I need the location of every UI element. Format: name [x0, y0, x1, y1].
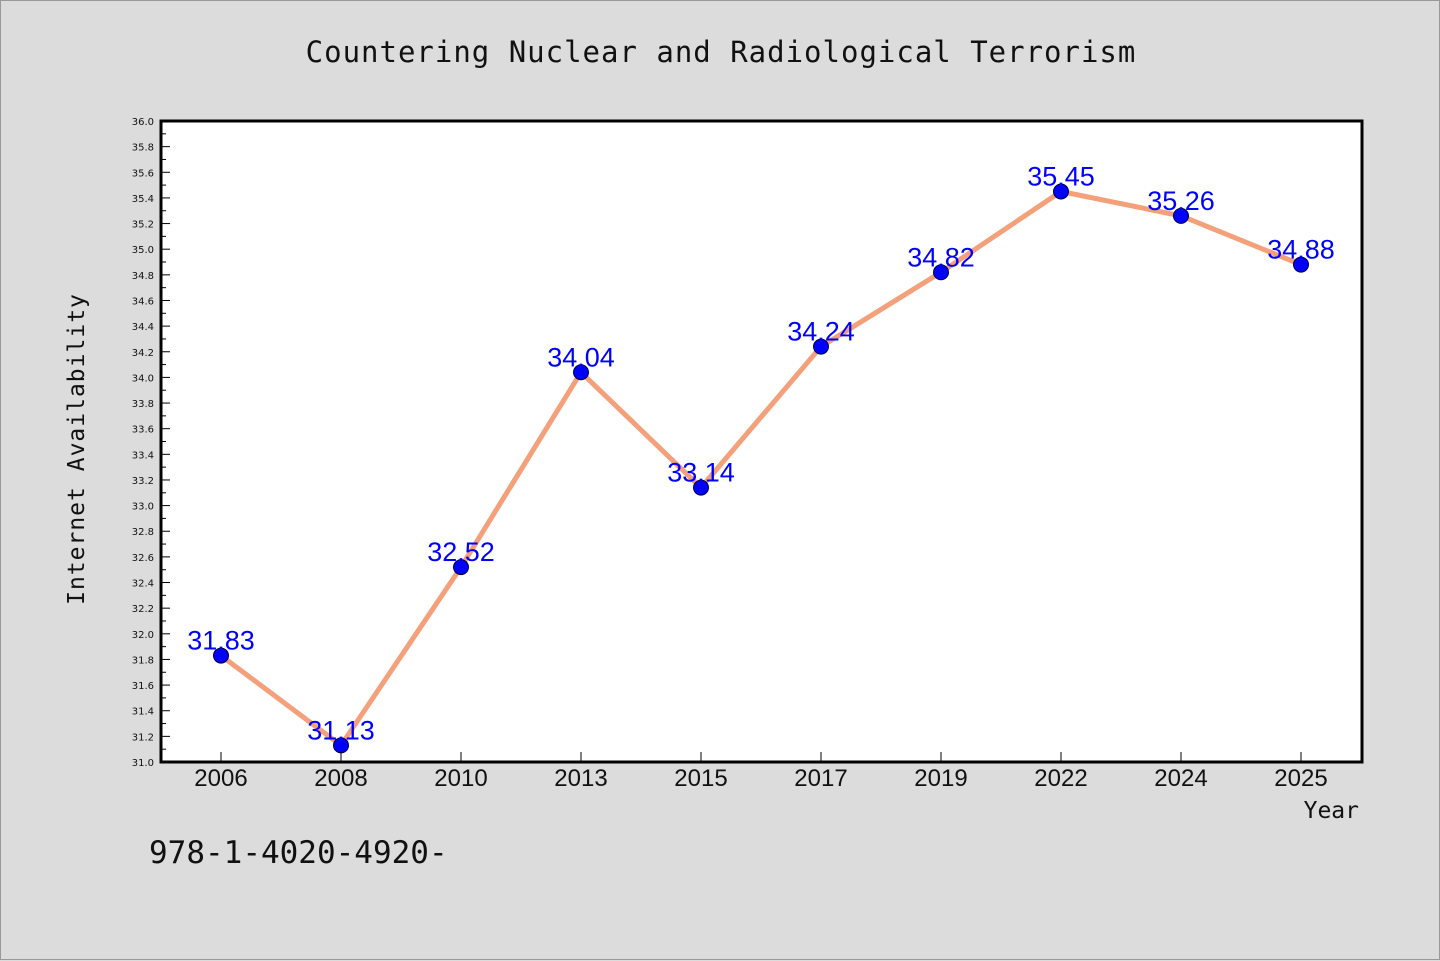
- y-tick-label: 31.2: [132, 732, 154, 743]
- y-tick-label: 31.0: [132, 758, 154, 769]
- x-tick-label: 2022: [1034, 765, 1087, 792]
- data-point: [1173, 207, 1189, 224]
- y-tick-label: 34.6: [132, 296, 154, 307]
- data-point: [693, 479, 709, 496]
- data-point: [1293, 256, 1309, 273]
- footnote-text: 978-1-4020-4920-: [149, 835, 448, 871]
- x-tick-label: 2017: [794, 765, 847, 792]
- data-point: [213, 647, 229, 664]
- y-tick-label: 33.8: [132, 399, 154, 410]
- y-tick-label: 35.8: [132, 143, 154, 154]
- x-axis-label: Year: [1303, 798, 1359, 824]
- x-tick-label: 2010: [434, 765, 487, 792]
- data-point: [813, 338, 829, 355]
- data-label: 35.45: [1027, 162, 1095, 192]
- data-label: 34.24: [787, 317, 855, 347]
- data-label: 31.13: [307, 715, 375, 745]
- y-tick-label: 33.6: [132, 425, 154, 436]
- x-tick-label: 2019: [914, 765, 967, 792]
- data-point: [1053, 183, 1069, 200]
- x-tick-label: 2008: [314, 765, 367, 792]
- y-tick-label: 35.4: [132, 194, 154, 205]
- data-point: [933, 264, 949, 281]
- y-tick-label: 31.6: [132, 681, 154, 692]
- y-tick-label: 32.4: [132, 579, 154, 590]
- y-tick-label: 32.6: [132, 553, 154, 564]
- data-label: 32.52: [427, 537, 495, 567]
- y-tick-label: 34.2: [132, 348, 154, 359]
- chart-title: Countering Nuclear and Radiological Terr…: [305, 35, 1137, 69]
- x-tick-label: 2006: [194, 765, 247, 792]
- x-tick-label: 2024: [1154, 765, 1207, 792]
- data-label: 35.26: [1147, 186, 1215, 216]
- y-tick-label: 32.0: [132, 630, 154, 641]
- data-label: 33.14: [667, 458, 735, 488]
- y-tick-label: 33.2: [132, 476, 154, 487]
- data-label: 31.83: [187, 626, 255, 656]
- plot-area: [159, 119, 1364, 764]
- y-tick-label: 36.0: [132, 117, 154, 128]
- y-tick-label: 31.8: [132, 655, 154, 666]
- x-tick-label: 2013: [554, 765, 607, 792]
- y-tick-label: 31.4: [132, 707, 154, 718]
- y-tick-label: 35.2: [132, 220, 154, 231]
- y-tick-label: 32.2: [132, 604, 154, 615]
- x-tick-label: 2015: [674, 765, 727, 792]
- y-tick-label: 34.0: [132, 373, 154, 384]
- y-tick-label: 35.0: [132, 245, 154, 256]
- y-tick-label: 35.6: [132, 168, 154, 179]
- y-tick-label: 34.4: [132, 322, 154, 333]
- series-line: [218, 189, 1304, 748]
- x-tick-label: 2025: [1274, 765, 1327, 792]
- y-tick-label: 34.8: [132, 271, 154, 282]
- y-tick-label: 32.8: [132, 527, 154, 538]
- y-tick-label: 33.0: [132, 502, 154, 513]
- data-label: 34.04: [547, 342, 615, 372]
- data-label: 34.88: [1267, 235, 1335, 265]
- data-point: [573, 364, 589, 381]
- data-label: 34.82: [907, 242, 975, 272]
- data-point: [453, 559, 469, 576]
- data-point: [333, 737, 349, 754]
- y-tick-label: 33.4: [132, 450, 154, 461]
